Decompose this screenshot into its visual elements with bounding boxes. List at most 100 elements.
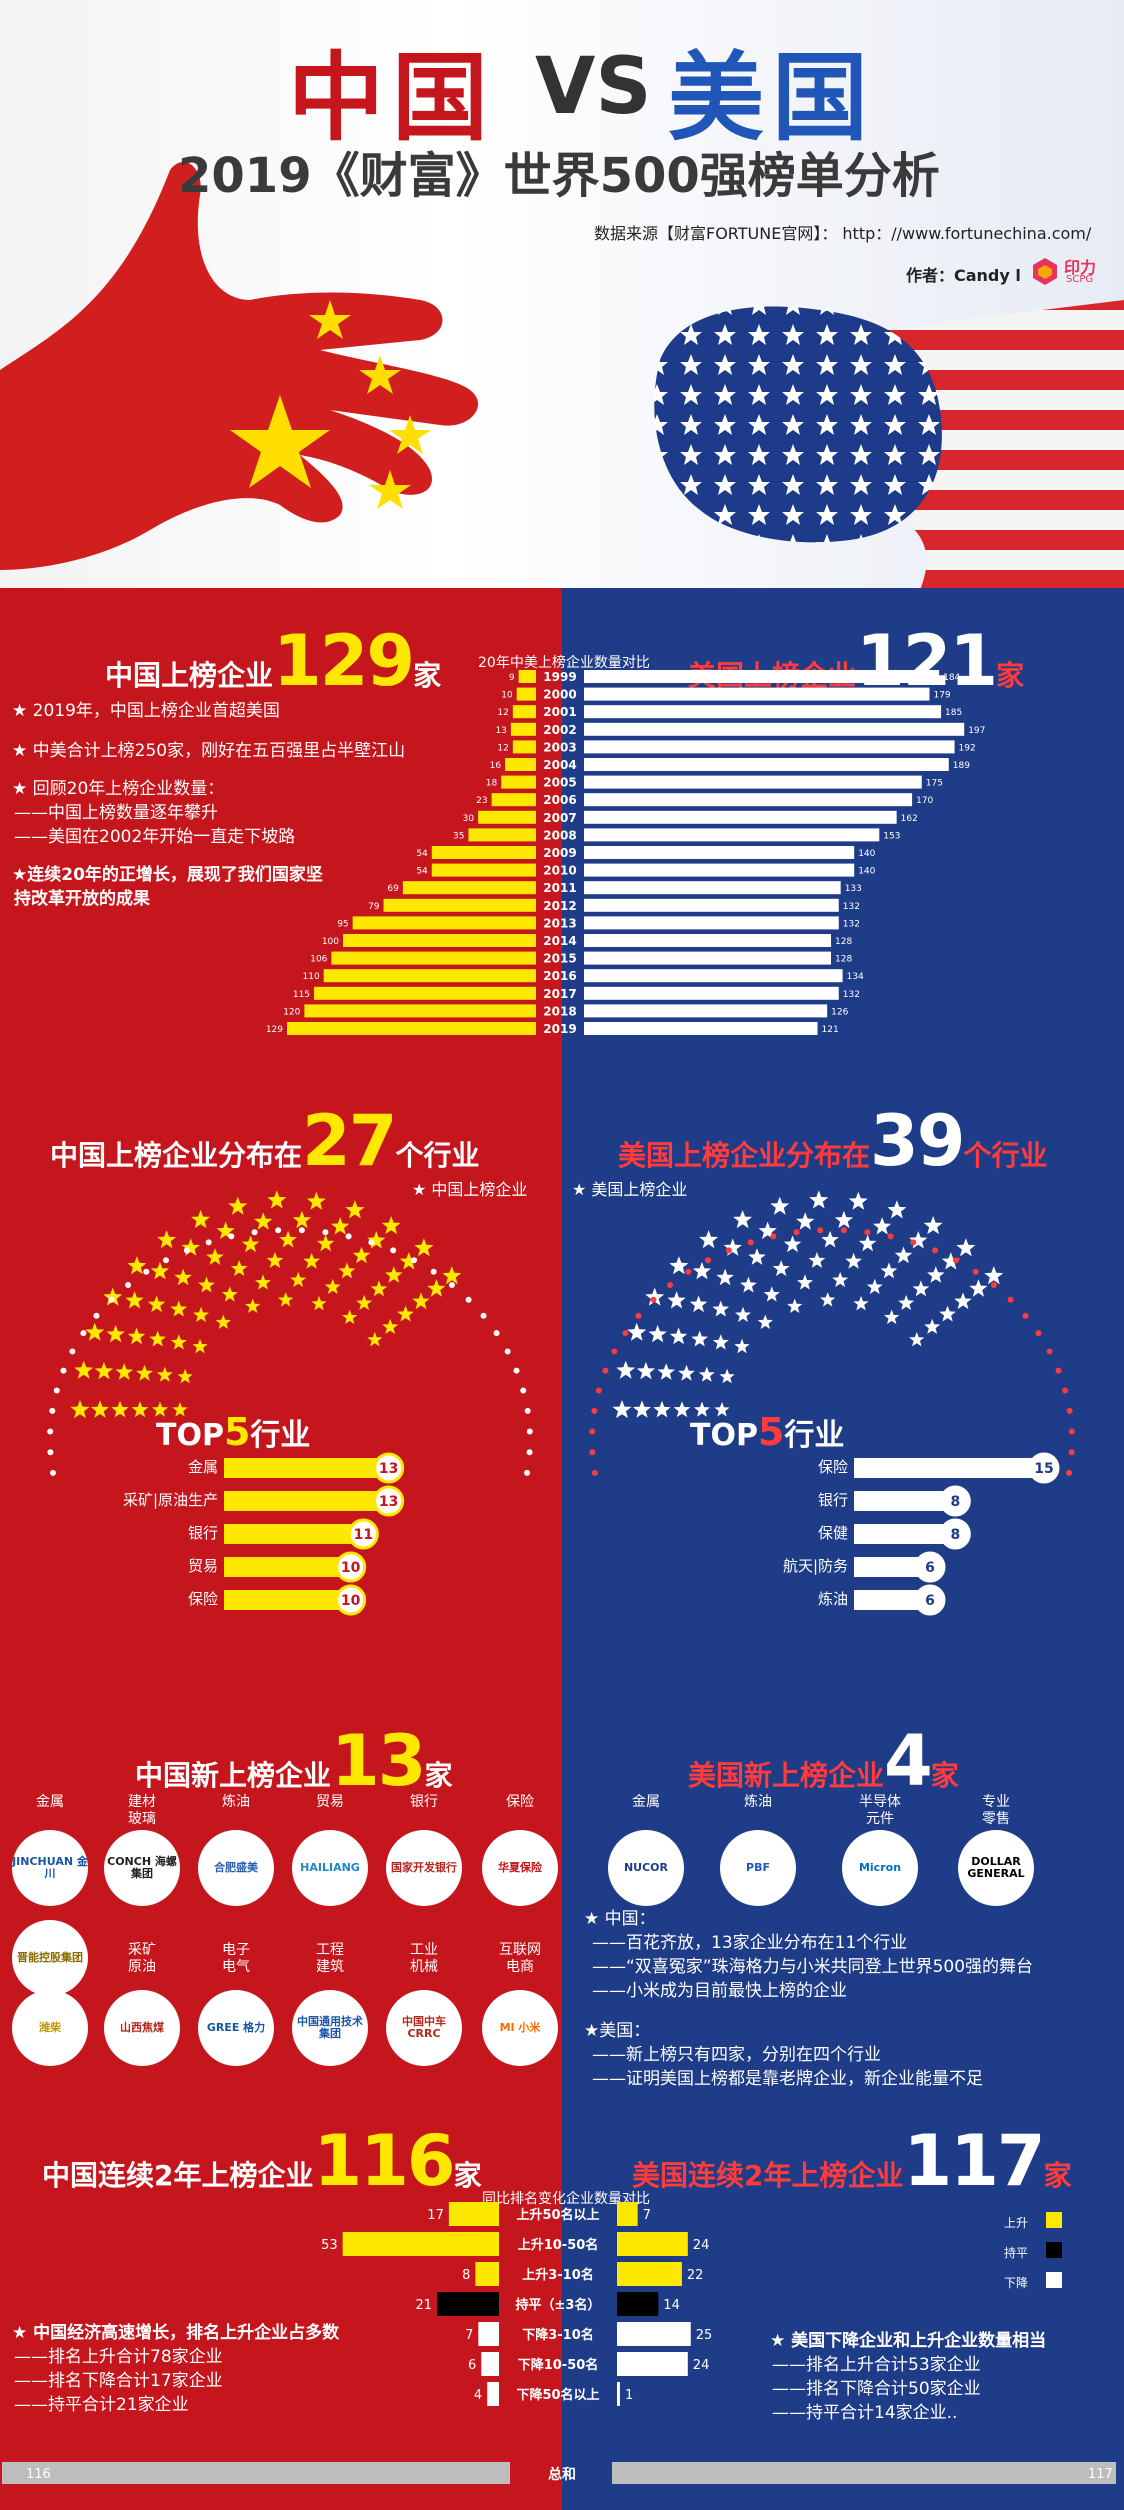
- industry-star: [845, 1252, 862, 1269]
- industry-star: [657, 1363, 675, 1380]
- cn-new-cat2-1: 电子 电气: [222, 1942, 250, 1975]
- industry-star: [442, 1266, 462, 1285]
- us-bar-label-2019: 121: [822, 1025, 839, 1035]
- cn-bar-2015: [331, 951, 536, 965]
- industry-dot: [1066, 1407, 1073, 1414]
- top5-value-badge: [914, 1551, 946, 1583]
- industry-star: [648, 1324, 667, 1343]
- cn-bar-2000: [516, 687, 536, 701]
- industry-dot: [611, 1348, 618, 1355]
- top5-bar: [854, 1458, 1044, 1478]
- industry-dot: [840, 1227, 847, 1234]
- industry-star: [616, 1360, 636, 1379]
- industry-dot: [864, 1229, 871, 1236]
- industry-star: [367, 1231, 386, 1249]
- year-label-2013: 2013: [543, 916, 576, 930]
- cn-bar-label-2003: 12: [497, 743, 508, 753]
- us-bar-label-2004: 189: [953, 761, 970, 771]
- industry-star: [370, 1280, 388, 1297]
- industry-dot: [504, 1348, 511, 1355]
- cn-new-cat2-2: 工程 建筑: [316, 1942, 344, 1975]
- cn-note-4: ——中国上榜数量逐年攀升: [14, 803, 218, 823]
- industry-dot: [526, 1428, 533, 1435]
- cn-new-logo-3: HAILIANG: [292, 1830, 368, 1906]
- industry-star: [667, 1291, 686, 1309]
- industry-star: [832, 1271, 849, 1288]
- top5-value-badge: [1028, 1452, 1060, 1484]
- top5-label: 金属: [188, 1458, 218, 1476]
- cn-bar-2005: [501, 775, 536, 789]
- top5-value: 11: [354, 1527, 373, 1543]
- us-bar-label-2012: 132: [843, 902, 860, 912]
- industry-dot: [80, 1330, 87, 1337]
- industry-star: [278, 1292, 294, 1307]
- industry-star: [673, 1401, 691, 1418]
- industry-star: [669, 1327, 688, 1345]
- us-bar-2018: [584, 1004, 828, 1018]
- industry-star: [385, 1266, 403, 1283]
- industry-star: [783, 1235, 802, 1253]
- us-rank-bar: [617, 2292, 659, 2316]
- industry-star: [853, 1295, 869, 1311]
- industry-star: [678, 1364, 695, 1381]
- industry-star: [85, 1322, 105, 1341]
- industry-star: [909, 1231, 928, 1249]
- industry-star: [858, 1234, 877, 1252]
- new-note-5: ★美国：: [584, 2021, 651, 2041]
- industry-dot: [635, 1312, 642, 1319]
- us-bar-label-2006: 170: [916, 796, 933, 806]
- industry-dot: [910, 1239, 917, 1246]
- industry-star: [954, 1292, 972, 1310]
- title-usa: 美国: [668, 42, 876, 154]
- cn-new-cat-0: 金属: [36, 1794, 64, 1810]
- us-new-cat-1: 炼油: [744, 1794, 772, 1810]
- cn-rank-value: 4: [474, 2388, 482, 2403]
- cn-new-logo2-1: 山西焦煤: [104, 1990, 180, 2066]
- top5-value: 13: [379, 1461, 398, 1477]
- industry-dot: [1035, 1330, 1042, 1337]
- year-label-2010: 2010: [543, 864, 576, 878]
- legend-down-swatch: [1046, 2272, 1062, 2288]
- industry-star: [352, 1246, 371, 1264]
- us-bar-label-2009: 140: [858, 849, 875, 859]
- author: 作者：Candy l: [906, 266, 1021, 285]
- cn-new-logo-5: 华夏保险: [482, 1830, 558, 1906]
- year-label-2008: 2008: [543, 828, 576, 842]
- top5-bar: [854, 1590, 930, 1610]
- industry-dot: [430, 1268, 437, 1275]
- industry-dot: [591, 1407, 598, 1414]
- industry-star: [267, 1190, 287, 1209]
- cn-bar-2019: [287, 1022, 536, 1035]
- cn-bar-label-2009: 54: [416, 849, 428, 859]
- top5-value-badge: [939, 1518, 971, 1550]
- us-bar-label-2010: 140: [858, 867, 875, 877]
- industry-dot: [747, 1239, 754, 1246]
- cn-bar-2016: [323, 969, 536, 983]
- industry-star: [691, 1330, 708, 1347]
- industry-star: [397, 1305, 414, 1322]
- us-bar-label-2016: 134: [847, 972, 864, 982]
- cn-bar-2013: [352, 916, 536, 930]
- us-bar-label-2015: 128: [835, 955, 852, 965]
- cn-new-logo2-4: 中国中车 CRRC: [386, 1990, 462, 2066]
- year-label-2018: 2018: [543, 1004, 576, 1018]
- industry-star: [880, 1262, 898, 1279]
- industry-star: [170, 1300, 188, 1317]
- industry-star: [150, 1261, 170, 1280]
- industry-dot: [932, 1247, 939, 1254]
- us-bar-2015: [584, 951, 832, 965]
- cn-new-logo2-3: 中国通用技术集团: [292, 1990, 368, 2066]
- us-bar-label-2001: 185: [945, 708, 962, 718]
- industry-dot: [275, 1227, 282, 1234]
- industry-star: [74, 1360, 94, 1379]
- total-category: 总和: [548, 2466, 576, 2483]
- us-bar-2002: [584, 722, 965, 736]
- top5-bar: [224, 1458, 389, 1478]
- top5-value: 6: [925, 1560, 935, 1576]
- cn-bar-2009: [431, 846, 536, 859]
- us-bar-2011: [584, 881, 841, 895]
- industry-star: [103, 1287, 123, 1306]
- cn-new-logo-4: 国家开发银行: [386, 1830, 462, 1906]
- cn-bar-label-2006: 23: [476, 796, 487, 806]
- industry-dot: [493, 1330, 500, 1337]
